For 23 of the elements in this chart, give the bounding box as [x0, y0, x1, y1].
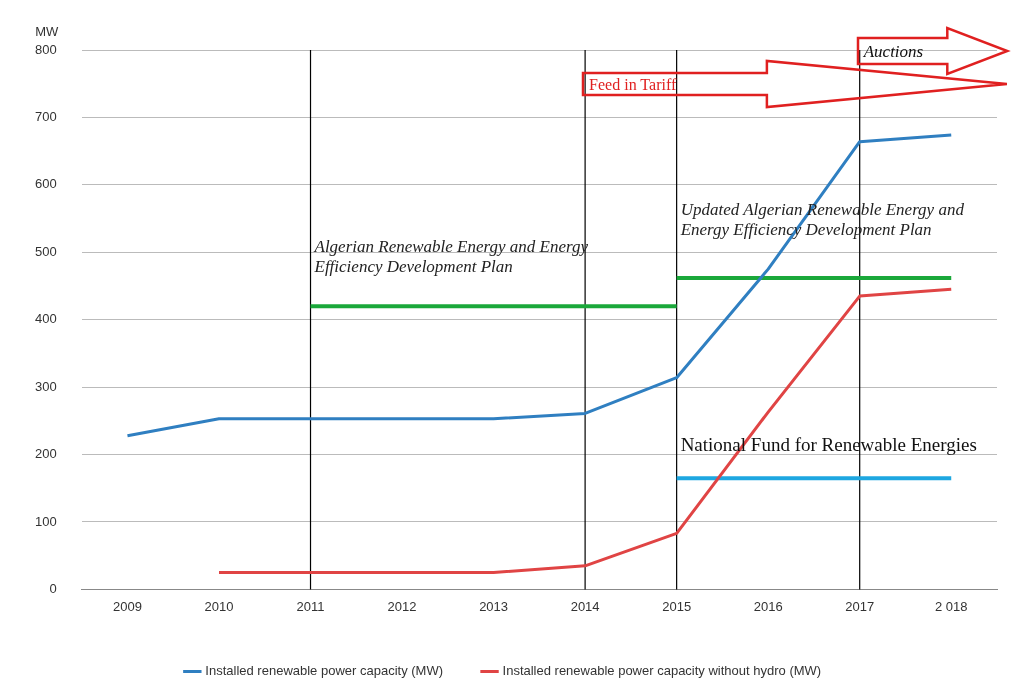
x-tick-label: 2013	[479, 598, 509, 614]
x-tick-label: 2 018	[934, 598, 968, 614]
y-tick-label: 700	[34, 109, 57, 124]
x-tick-label: 2016	[753, 598, 783, 614]
x-tick-label: 2014	[570, 598, 600, 614]
y-tick-label: 0	[49, 580, 57, 596]
x-tick-label: 2011	[296, 598, 325, 614]
annotation: Auctions	[862, 41, 924, 61]
x-tick-label: 2017	[845, 598, 875, 614]
x-tick-label: 2012	[387, 598, 417, 614]
y-tick-label: 800	[34, 41, 57, 57]
y-tick-label: 500	[34, 243, 57, 259]
y-tick-label: 200	[34, 446, 57, 462]
y-tick-label: 100	[34, 513, 57, 529]
x-tick-label: 2015	[662, 598, 692, 614]
y-tick-label: 400	[34, 311, 57, 327]
x-tick-label: 2010	[204, 598, 234, 614]
y-tick-label: 600	[34, 176, 57, 192]
x-tick-label: 2009	[112, 598, 142, 614]
y-tick-label: 300	[34, 378, 57, 394]
legend-label: Installed renewable power capacity (MW)	[205, 663, 444, 679]
legend-label: Installed renewable power capacity without hydro (MW)	[502, 663, 822, 679]
y-axis-title: MW	[35, 23, 59, 39]
